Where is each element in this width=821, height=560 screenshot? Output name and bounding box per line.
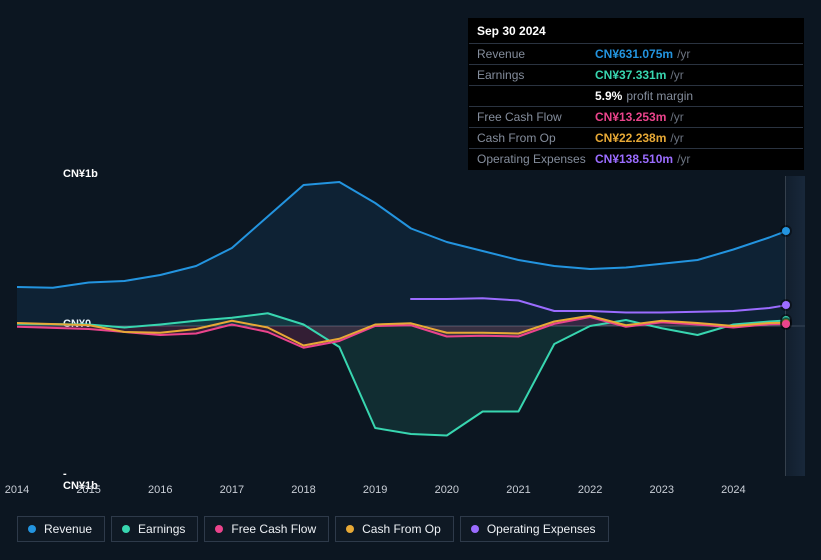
legend-color-dot [28,525,36,533]
legend-item-cash-from-op[interactable]: Cash From Op [335,516,454,542]
series-end-marker [782,301,790,309]
x-axis-tick: 2016 [148,484,172,496]
tooltip-row-unit: /yr [677,47,690,61]
tooltip-row-label: Revenue [477,47,595,61]
x-axis-tick: 2015 [76,484,100,496]
legend-color-dot [471,525,479,533]
tooltip-row: Cash From OpCN¥22.238m/yr [469,127,803,148]
legend-label: Free Cash Flow [231,522,316,536]
legend-color-dot [346,525,354,533]
legend-color-dot [122,525,130,533]
chart-legend: Revenue Earnings Free Cash Flow Cash From O… [17,516,609,542]
x-axis-tick: 2021 [506,484,530,496]
tooltip-row-unit: /yr [670,110,683,124]
legend-color-dot [215,525,223,533]
legend-label: Cash From Op [362,522,441,536]
tooltip-sub-pct: 5.9% [595,89,622,103]
tooltip-row-unit: /yr [670,68,683,82]
tooltip-row-value: CN¥13.253m [595,110,666,124]
chart-plot-area[interactable] [17,176,805,476]
tooltip-row-label: Operating Expenses [477,152,595,166]
x-axis-tick: 2022 [578,484,602,496]
tooltip-row-value: CN¥37.331m [595,68,666,82]
x-axis-tick: 2020 [435,484,459,496]
legend-item-free-cash-flow[interactable]: Free Cash Flow [204,516,329,542]
tooltip-row-value: CN¥138.510m [595,152,673,166]
tooltip-row: EarningsCN¥37.331m/yr [469,64,803,85]
tooltip-row: Free Cash FlowCN¥13.253m/yr [469,106,803,127]
legend-item-earnings[interactable]: Earnings [111,516,198,542]
financials-chart: CN¥1bCN¥0-CN¥1b 201420152016201720182019… [17,160,805,500]
legend-label: Earnings [138,522,185,536]
legend-item-revenue[interactable]: Revenue [17,516,105,542]
legend-label: Revenue [44,522,92,536]
x-axis-tick: 2023 [649,484,673,496]
tooltip-row-label: Cash From Op [477,131,595,145]
series-end-marker [782,320,790,328]
tooltip-row-value: CN¥631.075m [595,47,673,61]
x-axis-tick: 2018 [291,484,315,496]
data-tooltip: Sep 30 2024 RevenueCN¥631.075m/yrEarning… [468,18,804,170]
tooltip-row-label: Earnings [477,68,595,82]
tooltip-row-label: Free Cash Flow [477,110,595,124]
tooltip-row-unit: /yr [670,131,683,145]
legend-label: Operating Expenses [487,522,596,536]
tooltip-subrow: 5.9% profit margin [469,85,803,106]
series-end-marker [782,227,790,235]
tooltip-date: Sep 30 2024 [469,19,803,43]
tooltip-row: Operating ExpensesCN¥138.510m/yr [469,148,803,169]
tooltip-row-unit: /yr [677,152,690,166]
legend-item-operating-expenses[interactable]: Operating Expenses [460,516,609,542]
tooltip-row: RevenueCN¥631.075m/yr [469,43,803,64]
tooltip-row-value: CN¥22.238m [595,131,666,145]
x-axis-tick: 2019 [363,484,387,496]
x-axis-tick: 2024 [721,484,745,496]
x-axis-tick: 2017 [220,484,244,496]
x-axis-tick: 2014 [5,484,29,496]
tooltip-sub-text: profit margin [626,89,693,103]
